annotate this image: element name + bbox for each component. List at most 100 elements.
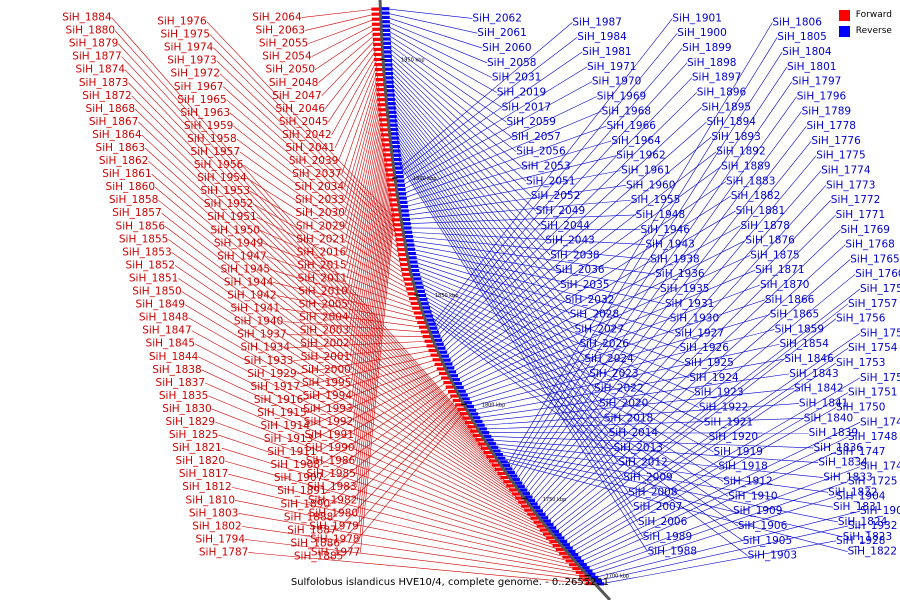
gene-label: SiH_1769 xyxy=(841,224,890,236)
gene-mark xyxy=(376,88,385,92)
leader-line xyxy=(128,82,479,440)
gene-mark xyxy=(383,153,392,157)
gene-mark xyxy=(472,416,481,420)
leader-line xyxy=(360,214,395,553)
gene-label: SiH_1984 xyxy=(577,31,627,43)
leader-line xyxy=(248,552,589,584)
gene-label: SiH_1854 xyxy=(779,338,829,350)
gene-label: SiH_1806 xyxy=(772,16,822,28)
leader-line xyxy=(409,231,646,245)
gene-mark xyxy=(384,63,393,67)
gene-label: SiH_2049 xyxy=(536,205,585,217)
gene-mark xyxy=(385,80,394,84)
gene-label: SiH_1962 xyxy=(616,150,665,162)
leader-line xyxy=(148,160,496,466)
gene-label: SiH_1994 xyxy=(303,390,353,402)
gene-label: SiH_2015 xyxy=(297,259,346,271)
leader-line xyxy=(392,103,580,345)
gene-mark xyxy=(500,475,509,480)
leader-line xyxy=(537,199,832,508)
leader-line xyxy=(495,447,829,493)
gene-mark xyxy=(428,348,437,353)
leader-line xyxy=(514,66,788,477)
leader-line xyxy=(231,486,573,566)
gene-label: SiH_1911 xyxy=(267,446,316,458)
gene-label: SiH_2039 xyxy=(289,155,338,167)
gene-label: SiH_1862 xyxy=(99,155,148,167)
leader-line xyxy=(352,159,387,409)
gene-mark xyxy=(521,492,530,496)
gene-mark xyxy=(491,463,500,467)
gene-label: SiH_1952 xyxy=(204,198,253,210)
gene-label: SiH_1951 xyxy=(207,211,256,223)
gene-mark xyxy=(383,158,392,162)
gene-label: SiH_1924 xyxy=(689,372,739,384)
gene-label: SiH_1871 xyxy=(755,264,804,276)
gene-mark xyxy=(375,72,384,77)
gene-mark xyxy=(581,566,590,570)
gene-label: SiH_2058 xyxy=(487,57,536,69)
leader-line xyxy=(566,362,837,545)
gene-label: SiH_2030 xyxy=(295,207,344,219)
gene-mark xyxy=(457,389,466,393)
gene-label: SiH_1787 xyxy=(199,546,248,558)
gene-mark xyxy=(392,223,401,227)
gene-label: SiH_1858 xyxy=(109,194,158,206)
gene-mark xyxy=(379,123,388,127)
gene-label: SiH_1866 xyxy=(765,294,815,306)
gene-label: SiH_1978 xyxy=(310,533,359,545)
leader-line xyxy=(451,181,727,369)
gene-label: SiH_1867 xyxy=(89,116,138,128)
gene-label: SiH_1948 xyxy=(636,209,685,221)
gene-mark xyxy=(373,47,382,52)
gene-label: SiH_1751 xyxy=(848,387,897,399)
gene-label: SiH_1820 xyxy=(176,455,225,467)
gene-mark xyxy=(398,192,407,196)
gene-label: SiH_2057 xyxy=(511,131,560,143)
gene-label: SiH_1921 xyxy=(704,416,753,428)
gene-mark xyxy=(578,562,587,567)
gene-label: SiH_1993 xyxy=(303,403,352,415)
leader-line xyxy=(509,37,778,470)
leader-line xyxy=(388,60,532,197)
gene-label: SiH_1943 xyxy=(645,239,694,251)
gene-label: SiH_2035 xyxy=(560,279,609,291)
gene-label: SiH_1936 xyxy=(655,268,705,280)
gene-mark xyxy=(391,213,400,217)
gene-label: SiH_1980 xyxy=(309,507,358,519)
gene-mark xyxy=(527,512,536,516)
leader-line xyxy=(412,253,670,319)
leader-line xyxy=(121,56,474,432)
leader-line xyxy=(417,274,695,393)
gene-mark xyxy=(393,153,402,157)
leader-line xyxy=(386,17,483,49)
gene-mark xyxy=(374,67,383,72)
leader-line xyxy=(410,240,656,275)
gene-mark xyxy=(556,536,565,540)
leader-line xyxy=(404,140,612,203)
gene-label: SiH_1804 xyxy=(782,46,832,58)
leader-line xyxy=(409,236,651,260)
gene-mark xyxy=(470,412,479,416)
gene-label: SiH_1987 xyxy=(572,16,621,28)
leader-line xyxy=(426,307,734,512)
gene-label: SiH_1789 xyxy=(802,105,851,117)
leader-line xyxy=(414,261,680,349)
gene-mark xyxy=(394,233,403,237)
gene-mark xyxy=(445,385,454,389)
leader-line xyxy=(114,30,469,423)
gene-label: SiH_1803 xyxy=(189,507,238,519)
leader-line xyxy=(432,18,673,325)
gene-label: SiH_1772 xyxy=(831,194,880,206)
gene-label: SiH_1925 xyxy=(684,357,733,369)
gene-mark xyxy=(457,407,466,411)
gene-label: SiH_2042 xyxy=(282,129,331,141)
gene-mark xyxy=(371,12,380,16)
leader-line xyxy=(401,81,593,186)
gene-label: SiH_1856 xyxy=(116,220,166,232)
leader-line xyxy=(386,8,473,19)
gene-label: SiH_1922 xyxy=(699,401,748,413)
gene-mark xyxy=(405,239,414,243)
gene-label: SiH_1752 xyxy=(860,372,900,384)
leader-line xyxy=(345,89,380,227)
